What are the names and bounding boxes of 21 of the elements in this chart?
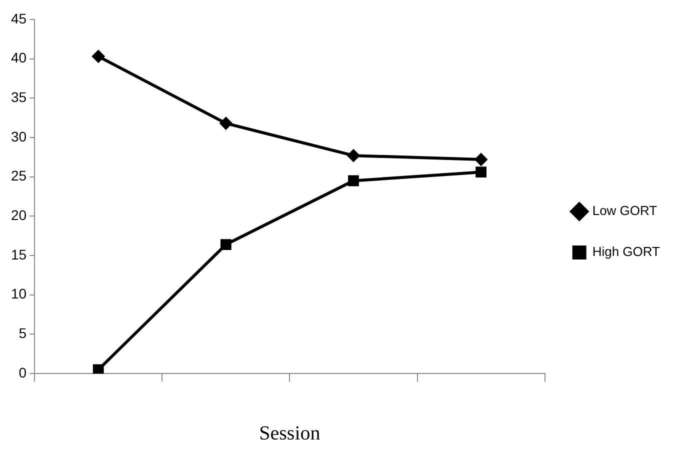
y-tick-label: 30 (10, 128, 27, 144)
point (92, 364, 104, 374)
point (346, 149, 360, 162)
y-tick-label: 45 (10, 10, 27, 26)
point (348, 175, 359, 186)
y-tick-label: 0 (18, 364, 27, 380)
point (474, 153, 488, 166)
y-tick-label: 10 (10, 286, 27, 302)
legend-label: High GORT (592, 244, 660, 260)
point (92, 50, 105, 63)
y-tick-label: 15 (10, 246, 27, 262)
y-tick-label: 40 (10, 50, 27, 66)
y-tick-label: 20 (10, 207, 27, 224)
y-tick-label: 5 (18, 325, 27, 342)
point (476, 166, 486, 178)
point (220, 239, 232, 250)
y-tick-label: 25 (10, 168, 27, 184)
y-tick-label: 35 (10, 88, 27, 105)
point (219, 116, 232, 130)
legend-label: Low GORT (592, 203, 658, 218)
x-axis-title: Session (259, 422, 320, 444)
